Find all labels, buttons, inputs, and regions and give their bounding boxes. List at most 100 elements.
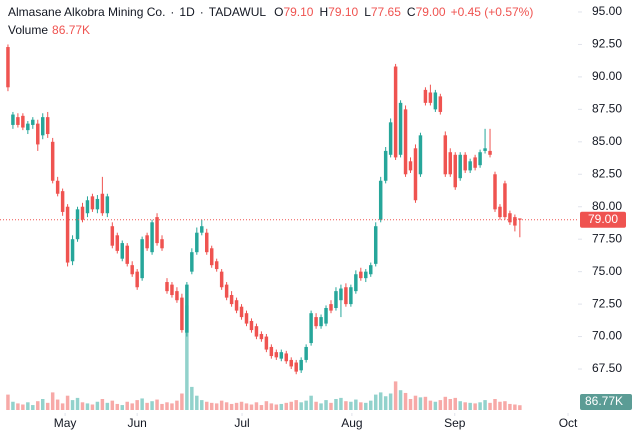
volume-bar bbox=[289, 401, 293, 410]
candle-body bbox=[200, 226, 204, 233]
candle-body bbox=[219, 271, 224, 288]
candle-body bbox=[190, 252, 194, 272]
candle-body bbox=[195, 232, 199, 253]
volume-bar bbox=[180, 393, 184, 410]
candle-body bbox=[45, 117, 50, 135]
volume-bar bbox=[224, 402, 229, 410]
volume-bar bbox=[428, 400, 433, 410]
separator: · bbox=[170, 5, 174, 19]
candle-body bbox=[329, 304, 333, 311]
volume-bar bbox=[175, 400, 179, 410]
volume-bar bbox=[294, 400, 298, 410]
volume-bar bbox=[165, 402, 169, 410]
volume-bar bbox=[448, 399, 453, 410]
volume-bar bbox=[170, 403, 174, 410]
x-tick-label: Aug bbox=[341, 416, 362, 430]
ohlc-key: H bbox=[319, 5, 328, 19]
volume-bar bbox=[393, 381, 398, 410]
volume-legend-value: 86.77K bbox=[52, 23, 90, 37]
volume-bar bbox=[518, 405, 522, 410]
volume-bar bbox=[65, 395, 70, 410]
candle-body bbox=[498, 206, 502, 218]
candle-body bbox=[393, 66, 398, 158]
volume-bar bbox=[408, 399, 413, 410]
ohlc-value: 79.00 bbox=[416, 5, 446, 19]
candle-body bbox=[60, 191, 65, 212]
volume-bar bbox=[378, 392, 383, 410]
ohlc-key: C bbox=[407, 5, 416, 19]
symbol-name: Almasane Alkobra Mining Co. bbox=[8, 5, 165, 19]
volume-bar bbox=[423, 396, 428, 410]
volume-bar bbox=[314, 401, 318, 410]
y-tick-label: 77.50 bbox=[592, 231, 622, 245]
volume-bar bbox=[304, 400, 308, 410]
candle-body bbox=[224, 284, 229, 298]
candle-body bbox=[398, 102, 403, 155]
x-tick-label: Jun bbox=[127, 416, 146, 430]
candle-body bbox=[508, 213, 512, 223]
interval: 1D bbox=[179, 5, 195, 19]
volume-bar bbox=[229, 403, 234, 410]
volume-bar bbox=[36, 401, 40, 410]
candle-body bbox=[209, 248, 214, 266]
volume-bar bbox=[254, 402, 259, 410]
candle-body bbox=[473, 157, 477, 168]
ohlc-key: L bbox=[364, 5, 371, 19]
candle-body bbox=[165, 282, 169, 292]
candle-body bbox=[214, 261, 219, 270]
volume-bar bbox=[150, 401, 154, 410]
volume-bar bbox=[463, 402, 467, 410]
candle-body bbox=[503, 183, 507, 218]
volume-bar bbox=[185, 305, 189, 410]
last-price-box bbox=[580, 211, 626, 228]
candle-body bbox=[244, 313, 249, 324]
candle-body bbox=[513, 217, 517, 226]
volume-bar bbox=[259, 405, 264, 410]
candle-body bbox=[185, 284, 189, 333]
volume-bar bbox=[60, 403, 65, 410]
candle-body bbox=[155, 217, 159, 244]
volume-bar bbox=[453, 397, 457, 410]
volume-bar bbox=[6, 394, 10, 410]
y-tick-label: 82.50 bbox=[592, 166, 622, 180]
volume-bar bbox=[16, 403, 20, 410]
volume-bar bbox=[478, 402, 482, 410]
candle-body bbox=[369, 265, 373, 275]
candle-body bbox=[70, 239, 75, 262]
volume-bar bbox=[95, 401, 100, 410]
candle-body bbox=[428, 92, 433, 103]
volume-bar bbox=[433, 401, 438, 410]
volume-bar bbox=[234, 402, 239, 410]
candle-body bbox=[264, 336, 269, 350]
volume-bar bbox=[160, 403, 164, 410]
ohlc-key: O bbox=[274, 5, 283, 19]
volume-bar bbox=[364, 402, 368, 410]
volume-bar bbox=[219, 400, 224, 410]
y-tick-label: 80.00 bbox=[592, 199, 622, 213]
candle-body bbox=[90, 196, 95, 210]
candle-body bbox=[229, 295, 234, 305]
candle-body bbox=[16, 117, 20, 125]
separator: · bbox=[200, 5, 204, 19]
volume-bar bbox=[279, 403, 284, 410]
y-tick-label: 87.50 bbox=[592, 102, 622, 116]
volume-bar bbox=[125, 401, 129, 410]
volume-box bbox=[580, 394, 632, 410]
candle-body bbox=[85, 200, 90, 214]
volume-bar bbox=[110, 400, 115, 410]
x-tick-label: Oct bbox=[559, 416, 578, 430]
volume-bar bbox=[105, 402, 110, 410]
volume-bar bbox=[100, 399, 105, 410]
volume-bar bbox=[513, 404, 517, 410]
candle-body bbox=[80, 206, 85, 220]
candle-body bbox=[448, 152, 453, 175]
volume-bar bbox=[443, 396, 448, 410]
volume-bar bbox=[383, 396, 388, 410]
candle-body bbox=[115, 235, 120, 251]
volume-bar bbox=[45, 402, 50, 410]
volume-bar bbox=[244, 403, 249, 410]
volume-bar bbox=[70, 400, 75, 410]
candle-body bbox=[100, 193, 105, 214]
